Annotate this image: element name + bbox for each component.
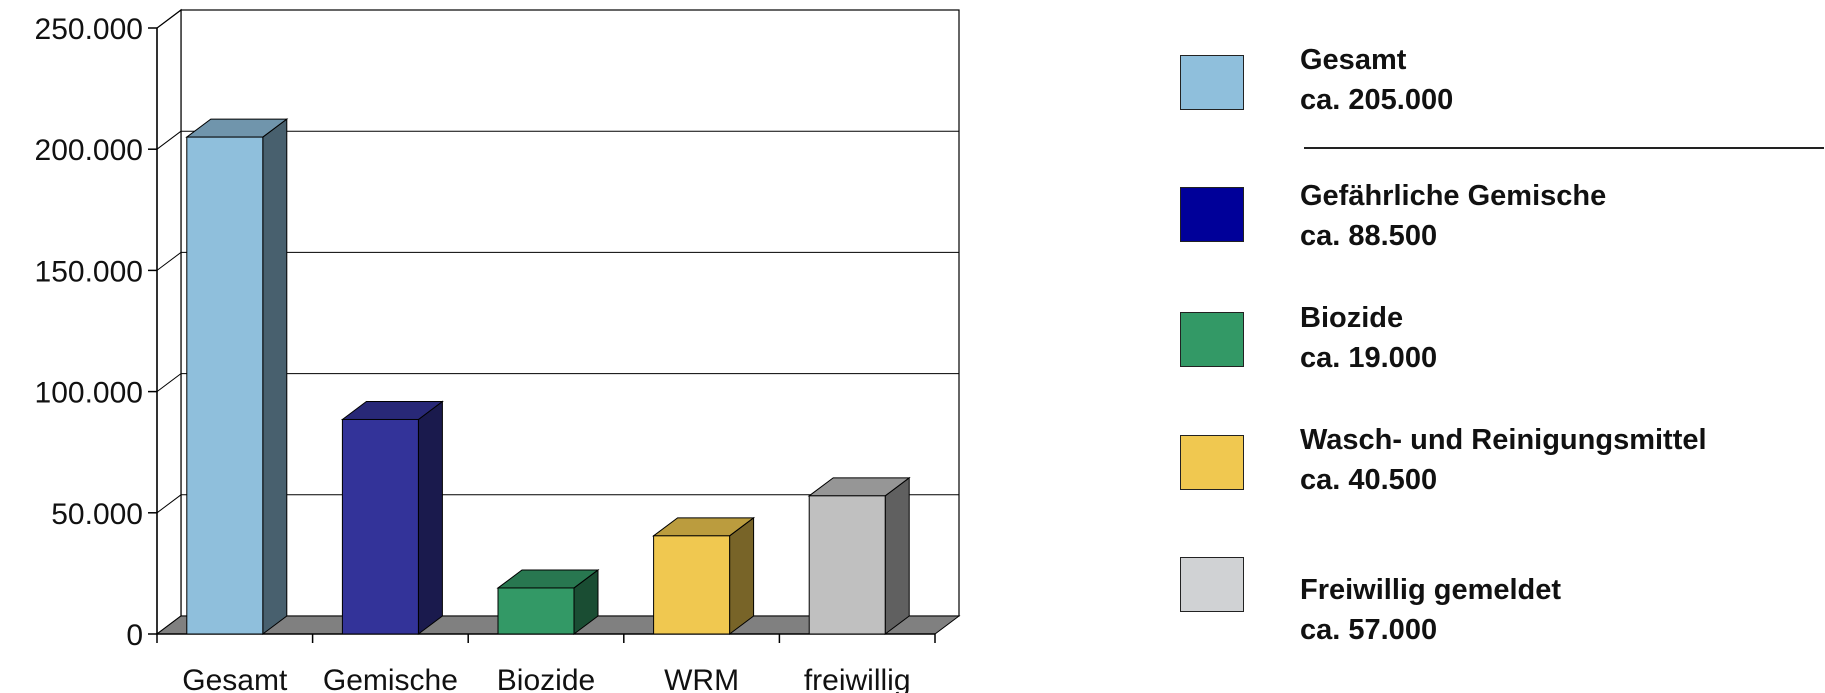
- gridline-side: [156, 373, 182, 393]
- legend-swatch: [1180, 435, 1244, 490]
- bar: [653, 535, 731, 635]
- legend-value: ca. 57.000: [1300, 614, 1438, 646]
- bar-side: [884, 476, 910, 635]
- x-tick-label: freiwillig: [804, 664, 911, 693]
- legend: Gesamt ca. 205.000 Gefährliche Gemische …: [1180, 0, 1825, 693]
- legend-title: Gesamt: [1300, 44, 1407, 76]
- legend-title: Wasch- und Reinigungsmittel: [1300, 424, 1707, 456]
- gridline-side: [156, 130, 182, 150]
- y-tick-label: 200.000: [35, 134, 143, 167]
- gridline-side: [156, 9, 182, 29]
- x-tick-label: Gesamt: [182, 664, 288, 693]
- x-tick-label: WRM: [664, 664, 739, 693]
- legend-separator: [1304, 147, 1824, 149]
- legend-swatch: [1180, 557, 1244, 612]
- gridline-side: [156, 494, 182, 514]
- bar: [186, 136, 264, 635]
- legend-value: ca. 19.000: [1300, 342, 1438, 374]
- legend-swatch: [1180, 187, 1244, 242]
- bar: [497, 587, 575, 635]
- bar-chart: 0 50.000 100.000 150.000 200.000 250.000 Gesam…: [35, 8, 961, 693]
- legend-swatch: [1180, 55, 1244, 110]
- bar: [341, 418, 419, 635]
- legend-value: ca. 205.000: [1300, 84, 1454, 116]
- gridline-side: [156, 251, 182, 271]
- legend-value: ca. 40.500: [1300, 464, 1438, 496]
- legend-swatch: [1180, 312, 1244, 367]
- bar-side: [262, 118, 288, 635]
- legend-title: Freiwillig gemeldet: [1300, 574, 1562, 606]
- x-tick-label: Biozide: [497, 664, 595, 693]
- legend-title: Biozide: [1300, 302, 1404, 334]
- bar: [808, 495, 886, 635]
- y-tick-label: 0: [126, 619, 143, 652]
- chart-side-wall: [156, 8, 182, 636]
- x-tick-label: Gemische: [323, 664, 458, 693]
- y-tick-label: 150.000: [35, 255, 143, 288]
- legend-value: ca. 88.500: [1300, 220, 1438, 252]
- bar-side: [417, 400, 443, 635]
- y-tick-label: 250.000: [35, 13, 143, 46]
- y-tick-label: 50.000: [51, 498, 143, 531]
- y-tick-label: 100.000: [35, 377, 143, 410]
- legend-title: Gefährliche Gemische: [1300, 180, 1607, 212]
- bar-side: [729, 516, 755, 635]
